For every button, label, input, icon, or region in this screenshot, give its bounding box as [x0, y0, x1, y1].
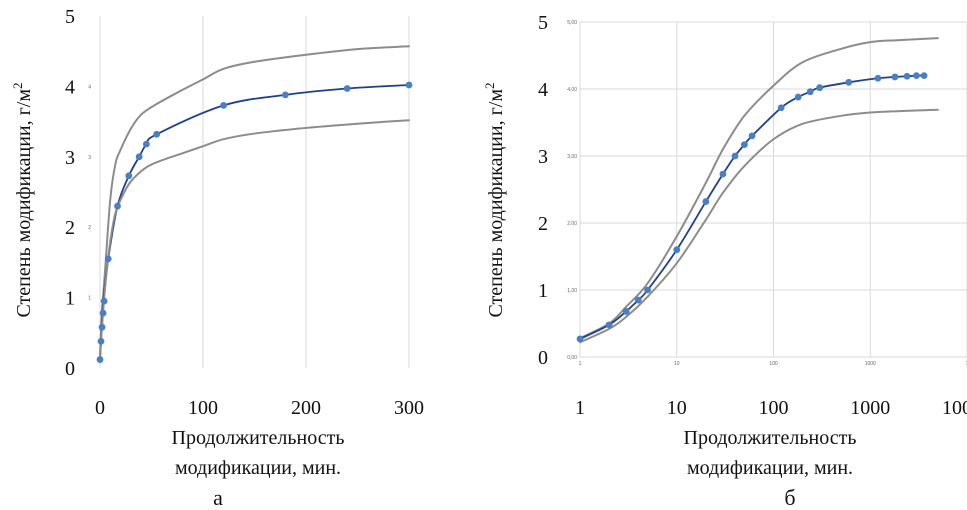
x-axis-title-line-2: модификации, мин. [175, 457, 341, 479]
data-point [135, 153, 143, 161]
data-point [114, 202, 121, 210]
x-tick-label: 0 [95, 397, 105, 419]
data-point [644, 286, 652, 294]
small-y-tick-label: 0,00 [567, 355, 577, 361]
x-tick-label: 300 [394, 397, 424, 419]
data-point [777, 104, 785, 112]
small-x-tick-label: 1 [966, 361, 967, 367]
x-tick-label: 100 [759, 397, 789, 419]
y-tick-label: 0 [538, 347, 548, 369]
x-tick-label: 200 [291, 397, 321, 419]
chart-panel-b: 0,001,002,003,004,005,001101001000101234… [482, 12, 967, 510]
small-y-tick-label: 2 [88, 225, 91, 231]
data-point [845, 78, 853, 86]
series-line-lower [99, 119, 410, 359]
data-point [634, 296, 642, 304]
x-axis-title-line-2: модификации, мин. [687, 457, 853, 479]
x-tick-label: 10 [667, 397, 687, 419]
data-point [153, 130, 161, 138]
small-y-tick-label: 4,00 [567, 87, 577, 93]
data-point [920, 72, 928, 79]
data-point [282, 91, 289, 99]
data-point [104, 255, 112, 263]
data-point [731, 152, 739, 160]
series-line-fit [579, 74, 925, 340]
y-tick-label: 1 [538, 280, 548, 302]
panel-label: б [784, 485, 795, 510]
y-tick-label: 3 [538, 146, 548, 168]
small-x-tick-label: 10 [674, 361, 680, 367]
y-tick-label: 5 [538, 12, 548, 34]
small-y-tick-label: 4 [88, 84, 91, 90]
data-point [605, 321, 613, 329]
series-line-lower [579, 108, 939, 344]
series-line-upper [579, 37, 939, 340]
data-point [891, 73, 899, 81]
small-x-tick-label: 100 [769, 361, 778, 367]
data-point [719, 170, 727, 178]
data-point [816, 84, 824, 92]
small-x-tick-label: 1 [579, 361, 582, 367]
data-point [125, 172, 133, 180]
small-y-tick-label: 2,00 [567, 221, 577, 227]
y-tick-label: 4 [65, 76, 75, 98]
small-x-tick-label: 1000 [865, 361, 876, 367]
data-point [673, 246, 681, 254]
y-tick-label: 3 [65, 147, 75, 169]
x-tick-label: 1000 [850, 397, 890, 419]
small-y-tick-label: 3,00 [567, 154, 577, 160]
data-point [794, 93, 802, 101]
data-point [405, 81, 413, 89]
series-line-upper [99, 45, 410, 355]
x-tick-label: 1 [575, 397, 585, 419]
panel-label: а [213, 485, 223, 510]
small-y-tick-label: 1 [88, 296, 91, 302]
data-point [903, 72, 911, 80]
y-tick-label: 1 [65, 288, 75, 310]
small-y-tick-label: 5,00 [567, 20, 577, 26]
data-point [98, 323, 106, 331]
data-point [96, 356, 104, 363]
data-point [806, 88, 814, 96]
data-point [99, 309, 107, 317]
series-line-fit [99, 84, 410, 361]
y-tick-label: 0 [65, 358, 75, 380]
y-tick-label: 2 [65, 217, 75, 239]
data-point [100, 297, 108, 305]
y-axis-title: Степень модификации, г/м2 [10, 82, 35, 317]
y-tick-label: 4 [538, 79, 548, 101]
data-point [748, 132, 756, 140]
data-point [220, 102, 228, 109]
data-point [740, 141, 748, 149]
chart-panel-a: 1 2 3 4 0 1 2 3 4 5 0 100 200 300 Степень модификации,… [10, 6, 424, 510]
x-axis-title-line-1: Продолжительность [684, 427, 857, 449]
y-axis-title: Степень модификации, г/м2 [482, 82, 507, 317]
data-point [142, 140, 150, 148]
data-point [913, 72, 920, 79]
data-point [97, 337, 105, 345]
small-y-tick-label: 3 [88, 155, 91, 161]
data-point [702, 198, 710, 205]
grid [99, 16, 410, 368]
y-tick-label: 2 [538, 213, 548, 235]
x-tick-label: 100 [188, 397, 218, 419]
data-point [576, 335, 584, 343]
data-point [622, 308, 630, 315]
data-point [343, 85, 351, 92]
x-axis-title-line-1: Продолжительность [172, 427, 345, 449]
small-y-tick-label: 1,00 [567, 288, 577, 294]
grid [579, 21, 967, 358]
y-tick-label: 5 [65, 6, 75, 28]
data-point [874, 74, 882, 82]
